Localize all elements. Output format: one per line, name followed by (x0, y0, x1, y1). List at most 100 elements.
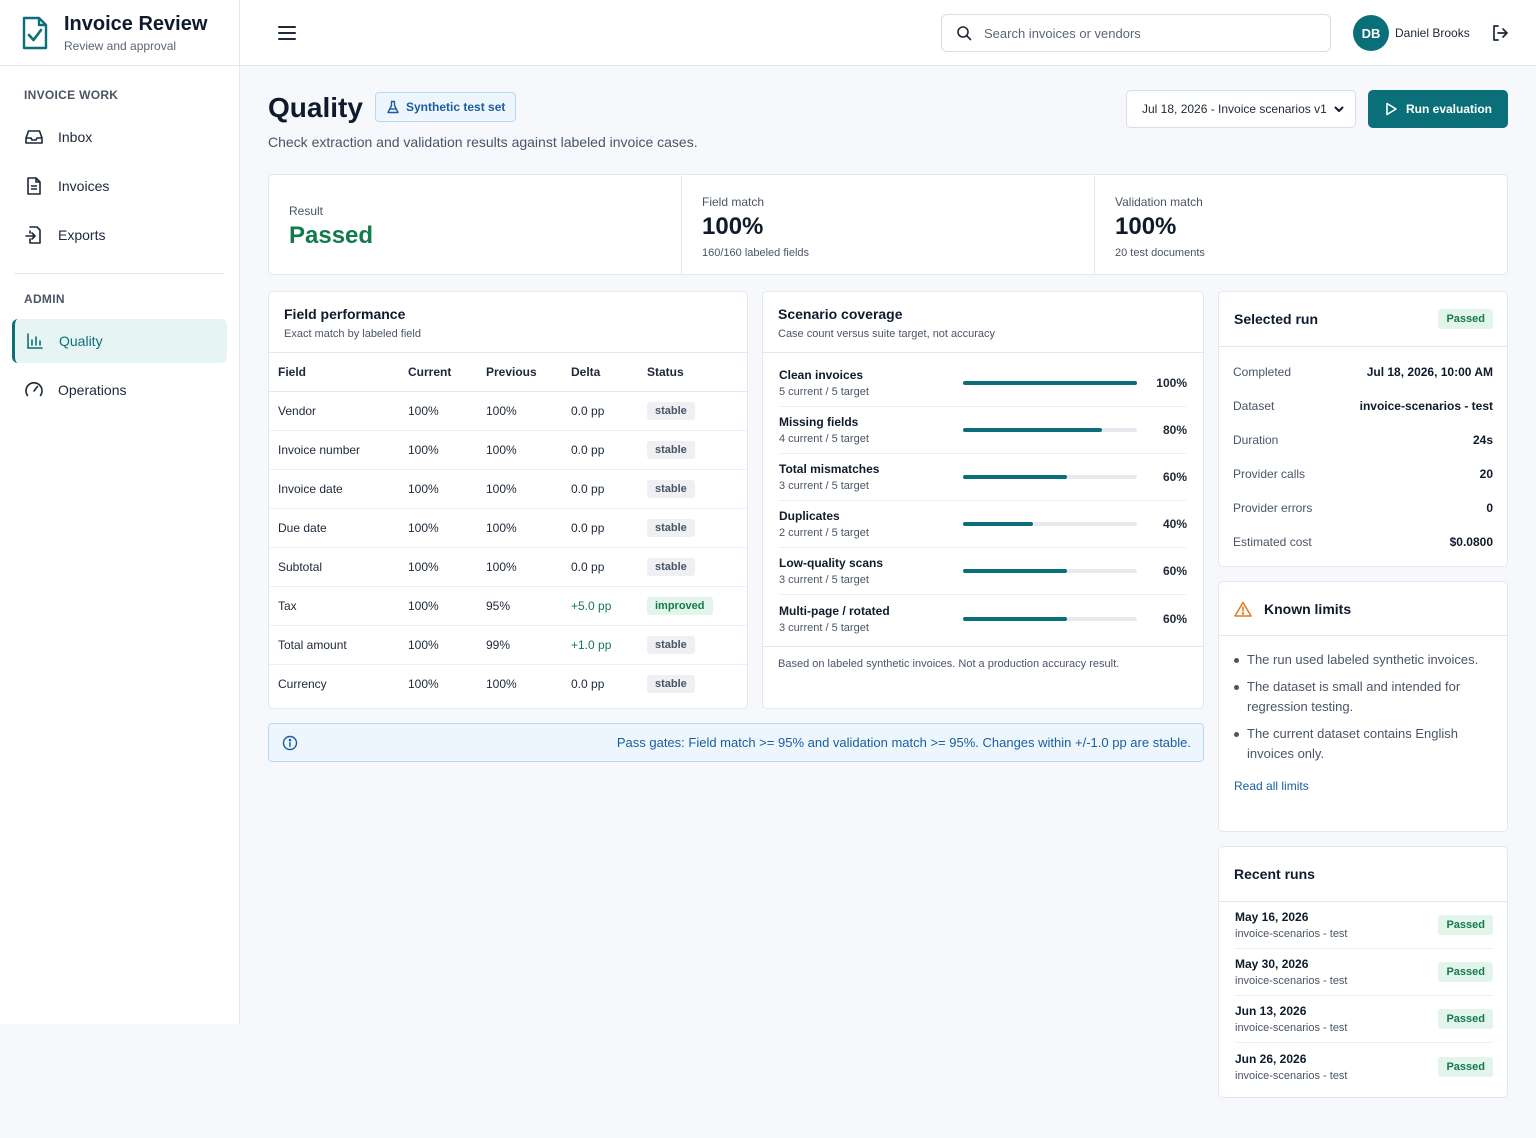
cell-field: Total amount (269, 625, 399, 665)
cell-delta: +1.0 pp (562, 625, 638, 665)
status-badge: stable (647, 674, 695, 693)
coverage-bar-fill (963, 428, 1103, 432)
field-performance-table: Field Current Previous Delta Status Vend… (269, 353, 747, 703)
table-row[interactable]: Total amount 100% 99% +1.0 pp stable (269, 625, 747, 665)
summary-validation-match: Validation match 100% 20 test documents (1095, 175, 1507, 274)
detail-value: $0.0800 (1449, 535, 1493, 549)
document-icon (27, 177, 41, 195)
column-header[interactable]: Field (269, 353, 399, 392)
sidebar-item-operations[interactable]: Operations (12, 368, 227, 412)
user-menu[interactable]: DB Daniel Brooks (1353, 15, 1510, 51)
coverage-name: Clean invoices (779, 368, 864, 382)
status-badge: stable (647, 518, 695, 537)
detail-row: Provider calls 20 (1219, 457, 1507, 491)
coverage-text: Low-quality scans 3 current / 5 target (779, 556, 963, 586)
coverage-count: 3 current / 5 target (779, 621, 869, 634)
cell-previous: 100% (486, 676, 517, 691)
table-row[interactable]: Due date 100% 100% 0.0 pp stable (269, 508, 747, 548)
run-dataset: invoice-scenarios - test (1235, 1069, 1348, 1082)
status-badge: Passed (1438, 309, 1493, 329)
coverage-count: 3 current / 5 target (779, 480, 869, 492)
hamburger-menu-icon[interactable] (276, 22, 298, 44)
list-item: The current dataset contains English inv… (1234, 724, 1489, 764)
sidebar-item-exports[interactable]: Exports (12, 213, 227, 257)
column-header[interactable]: Status (638, 353, 747, 392)
detail-label: Provider calls (1233, 467, 1306, 481)
coverage-text: Missing fields 4 current / 5 target (779, 415, 963, 445)
cell-status: stable (638, 625, 747, 665)
badge-label: Synthetic test set (406, 100, 506, 114)
sidebar-item-label: Inbox (58, 129, 93, 145)
export-icon (25, 226, 41, 244)
detail-label: Completed (1233, 365, 1292, 379)
topbar: DB Daniel Brooks (240, 0, 1536, 66)
coverage-bar-fill (963, 616, 1068, 621)
cell-previous: 100% (477, 391, 562, 431)
search-input[interactable] (984, 25, 1304, 41)
sidebar-item-quality[interactable]: Quality (12, 319, 227, 363)
run-select[interactable]: Jul 18, 2026 - Invoice scenarios v1 - te… (1126, 90, 1356, 128)
table-row[interactable]: Currency 100% 100% 0.0 pp stable (269, 664, 747, 703)
play-icon (1386, 102, 1397, 116)
detail-row: Estimated cost $0.0800 (1219, 525, 1507, 559)
run-evaluation-button[interactable]: Run evaluation (1368, 90, 1508, 128)
coverage-text: Duplicates 2 current / 5 target (779, 509, 963, 539)
cell-field: Invoice number (269, 430, 399, 470)
status-badge: stable (647, 479, 695, 498)
sidebar-item-inbox[interactable]: Inbox (12, 115, 227, 159)
list-item[interactable]: Jun 26, 2026 invoice-scenarios - test Pass… (1235, 1043, 1493, 1090)
cell-status: improved (638, 586, 747, 626)
column-header[interactable]: Delta (562, 353, 638, 392)
inbox-icon (25, 130, 43, 144)
list-item[interactable]: May 16, 2026 invoice-scenarios - test Pass… (1235, 902, 1493, 949)
status-badge: stable (647, 557, 695, 576)
detail-label: Estimated cost (1233, 535, 1312, 549)
table-row[interactable]: Invoice date 100% 100% 0.0 pp stable (269, 469, 747, 509)
list-item[interactable]: Jun 13, 2026 invoice-scenarios - test Pass… (1235, 996, 1493, 1043)
logout-icon[interactable] (1490, 23, 1510, 43)
column-header[interactable]: Current (399, 353, 477, 392)
sidebar-item-label: Invoices (58, 178, 110, 194)
cell-field: Subtotal (269, 547, 399, 587)
coverage-bar-fill (963, 522, 1033, 526)
card-header: Recent runs (1219, 847, 1507, 902)
coverage-name: Duplicates (779, 509, 840, 523)
cell-delta: 0.0 pp (562, 391, 638, 431)
column-header[interactable]: Previous (477, 353, 562, 392)
coverage-percent: 60% (1162, 611, 1187, 626)
cell-delta: 0.0 pp (562, 508, 638, 548)
cell-current: 100% (399, 547, 477, 587)
coverage-row: Missing fields 4 current / 5 target 80% (779, 407, 1187, 454)
run-dataset: invoice-scenarios - test (1235, 975, 1348, 987)
coverage-bar (963, 616, 1137, 621)
cell-previous: 100% (477, 508, 562, 548)
coverage-row: Low-quality scans 3 current / 5 target 60% (779, 548, 1187, 595)
coverage-bar (963, 522, 1137, 526)
scenario-coverage-card: Scenario coverage Case count versus suit… (762, 291, 1204, 709)
table-row[interactable]: Subtotal 100% 100% 0.0 pp stable (269, 547, 747, 587)
coverage-row: Clean invoices 5 current / 5 target 100% (779, 360, 1187, 407)
table-header-row: Field Current Previous Delta Status (269, 353, 747, 392)
table-row[interactable]: Invoice number 100% 100% 0.0 pp stable (269, 430, 747, 470)
list-item[interactable]: May 30, 2026 invoice-scenarios - test Pass… (1235, 949, 1493, 996)
run-info: May 16, 2026 invoice-scenarios - test (1235, 910, 1348, 940)
flask-icon (387, 100, 399, 114)
app-subtitle: Review and approval (64, 38, 177, 53)
card-header: Known limits (1219, 582, 1507, 636)
detail-row: Completed Jul 18, 2026, 10:00 AM (1219, 355, 1507, 389)
sidebar-item-invoices[interactable]: Invoices (12, 164, 227, 208)
status-badge: Passed (1438, 915, 1493, 935)
summary-field-note: 160/160 labeled fields (702, 247, 810, 259)
coverage-text: Clean invoices 5 current / 5 target (779, 368, 963, 398)
coverage-bar (963, 475, 1137, 479)
read-all-limits-link[interactable]: Read all limits (1234, 779, 1309, 793)
detail-value: 0 (1486, 501, 1493, 515)
table-row[interactable]: Vendor 100% 100% 0.0 pp stable (269, 391, 747, 431)
avatar[interactable]: DB (1353, 15, 1389, 51)
status-badge: Passed (1438, 1056, 1493, 1077)
detail-value: invoice-scenarios - test (1359, 399, 1493, 413)
run-dataset: invoice-scenarios - test (1235, 928, 1348, 940)
table-row[interactable]: Tax 100% 95% +5.0 pp improved (269, 586, 747, 626)
chevron-down-icon (1334, 106, 1344, 112)
field-performance-card: Field performance Exact match by labeled… (268, 291, 748, 709)
